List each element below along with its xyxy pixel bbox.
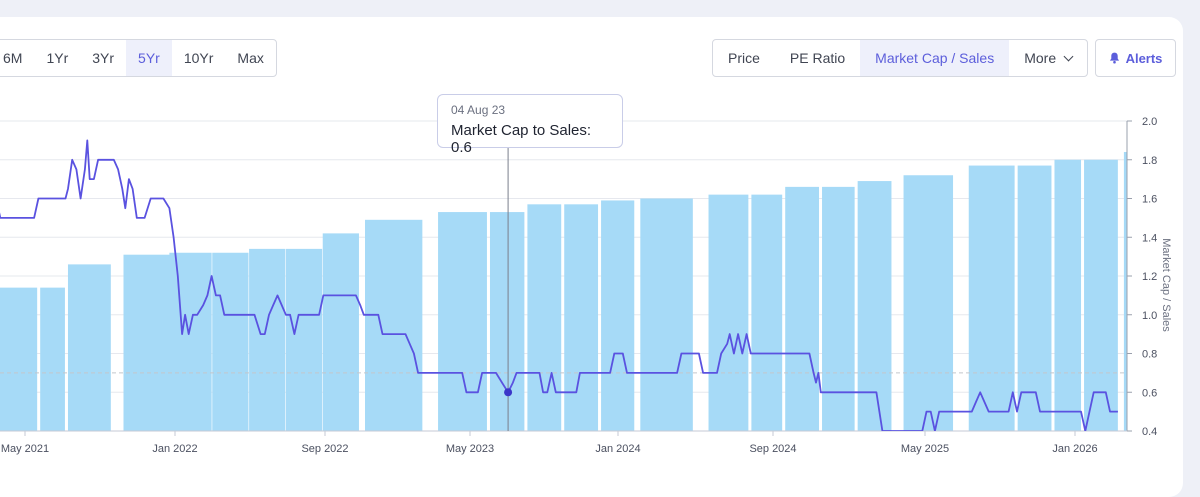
bars-group [0,144,1200,431]
x-tick-label: Jan 2026 [1052,443,1097,455]
tab-market-cap-sales[interactable]: Market Cap / Sales [860,40,1010,76]
x-tick-label: Sep 2022 [301,443,348,455]
y-tick-label: 1.4 [1142,232,1157,244]
tooltip-value: Market Cap to Sales: 0.6 [451,122,592,156]
bar [1017,165,1052,431]
bar [40,287,65,431]
bell-icon [1109,52,1119,64]
more-label: More [1024,50,1057,66]
time-range-selector: 6M 1Yr 3Yr 5Yr 10Yr Max [0,39,277,77]
bar [601,200,635,431]
bar [67,264,111,431]
bar [0,287,38,431]
chart-tooltip: 04 Aug 23 Market Cap to Sales: 0.6 [437,94,623,156]
x-tick-label: Jan 2022 [152,443,197,455]
more-dropdown[interactable]: More [1009,40,1087,76]
alerts-label: Alerts [1125,50,1163,66]
highlight-point [504,388,513,397]
bar [212,252,249,431]
y-tick-label: 1.2 [1142,271,1157,283]
bar [968,165,1015,431]
bar [822,186,855,431]
series-line [0,139,1118,431]
bar [169,252,212,431]
range-10yr-button[interactable]: 10Yr [183,50,214,66]
y-tick-label: 1.6 [1142,194,1157,206]
alerts-button[interactable]: Alerts [1095,39,1176,77]
y-axis-title: Market Cap / Sales [1160,238,1172,332]
tooltip-date: 04 Aug 23 [451,103,506,117]
bar [489,212,525,431]
range-3yr-button[interactable]: 3Yr [92,50,115,66]
y-tick-label: 2.0 [1142,116,1157,128]
x-tick-label: May 2021 [1,443,49,455]
bar [785,186,820,431]
bar [564,204,599,431]
y-tick-label: 0.6 [1142,387,1157,399]
bar [249,248,286,431]
range-6m-button[interactable]: 6M [3,50,23,66]
bar [857,181,892,431]
range-5yr-button[interactable]: 5Yr [126,40,172,76]
range-max-button[interactable]: Max [237,50,264,66]
bar [640,198,693,431]
bar [322,233,359,431]
bar [527,204,562,431]
x-tick-label: Jan 2024 [595,443,640,455]
y-tick-label: 0.4 [1142,426,1157,438]
bar [438,212,487,431]
tab-pe-ratio[interactable]: PE Ratio [789,50,846,66]
x-tick-label: Sep 2024 [749,443,796,455]
x-tick-label: May 2025 [901,443,949,455]
tab-price[interactable]: Price [728,50,760,66]
y-tick-label: 0.8 [1142,349,1157,361]
bar [123,254,177,431]
bar [1054,159,1082,431]
bar [751,194,783,431]
bar [1173,144,1200,431]
bar [365,219,423,431]
bar [285,248,323,431]
bar [708,194,749,431]
range-1yr-button[interactable]: 1Yr [46,50,69,66]
y-tick-label: 1.0 [1142,310,1157,322]
metric-tabs: Price PE Ratio Market Cap / Sales More [712,39,1089,77]
bar [1084,159,1118,431]
y-tick-label: 1.8 [1142,155,1157,167]
bar [903,175,954,431]
bar [1123,152,1127,431]
x-tick-label: May 2023 [446,443,494,455]
market-cap-sales-chart: 2.0 1.8 1.6 1.4 1.2 1.0 0.8 0.6 0.4 May 2021 Jan 2… [0,116,1200,455]
